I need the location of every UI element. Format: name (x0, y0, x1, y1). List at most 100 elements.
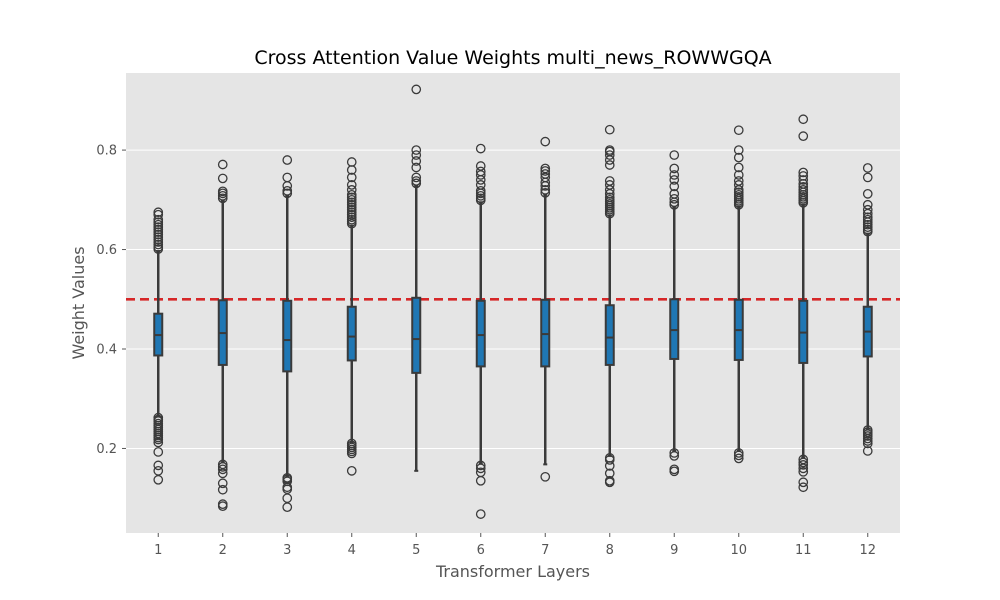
outlier-point (475, 143, 486, 154)
outlier-point (798, 477, 809, 488)
outlier-point (475, 193, 486, 204)
outlier-point (540, 136, 551, 147)
outlier-point (475, 186, 486, 196)
outlier-point (540, 187, 551, 198)
outlier-point (798, 482, 809, 493)
outlier-point (411, 162, 422, 173)
box-layer-5 (411, 84, 422, 472)
outlier-point (346, 212, 357, 223)
y-ticks: 0.2 0.4 0.6 0.8 (96, 144, 126, 457)
y-tick-label: 0.2 (96, 442, 117, 457)
outlier-point (798, 466, 809, 477)
outlier-point (669, 451, 680, 461)
outlier-point (217, 478, 228, 489)
outlier-point (862, 438, 873, 449)
outlier-point (411, 178, 422, 189)
box-layer-2 (217, 159, 228, 511)
boxes-layer (153, 84, 873, 519)
outlier-point (604, 461, 615, 471)
outlier-point (862, 188, 873, 199)
outlier-point (669, 199, 680, 210)
outlier-point (733, 189, 744, 200)
outlier-point (798, 167, 809, 178)
outlier-point (862, 433, 873, 444)
outlier-point (153, 207, 164, 218)
outlier-point (153, 227, 164, 237)
outlier-point (346, 465, 357, 476)
x-tick-label: 12 (859, 543, 876, 558)
outlier-point (282, 502, 293, 512)
box-layer-9 (669, 150, 680, 477)
outlier-point (153, 224, 164, 235)
outlier-point (540, 166, 551, 176)
outlier-point (669, 188, 680, 199)
box-layer-8 (604, 124, 615, 488)
outlier-point (346, 204, 357, 215)
outlier-point (669, 163, 680, 174)
gridlines (126, 149, 900, 449)
outlier-point (669, 448, 680, 458)
outlier-point (604, 124, 615, 135)
outlier-point (217, 173, 228, 184)
outlier-point (733, 125, 744, 136)
outlier-point (540, 471, 551, 482)
outlier-point (475, 509, 486, 519)
outlier-point (733, 448, 744, 458)
outlier-point (862, 163, 873, 173)
box-layer-10 (733, 125, 744, 464)
outlier-point (346, 202, 357, 213)
outlier-point (669, 466, 680, 477)
outlier-point (346, 189, 357, 200)
outlier-point (604, 192, 615, 203)
box (604, 304, 615, 366)
outlier-point (153, 232, 164, 242)
outlier-point (798, 114, 809, 125)
outlier-point (604, 194, 615, 205)
outlier-point (411, 176, 422, 186)
outlier-point (862, 219, 873, 230)
outlier-point (475, 190, 486, 201)
outlier-point (862, 199, 873, 210)
outlier-point (604, 150, 615, 160)
outlier-point (604, 145, 615, 155)
outlier-point (153, 214, 164, 225)
x-tick-label: 3 (283, 543, 291, 558)
outlier-point (153, 447, 164, 457)
outlier-point (798, 457, 809, 468)
outlier-point (669, 181, 680, 192)
x-tick-label: 4 (348, 543, 356, 558)
outlier-point (475, 180, 486, 190)
box-layer-1 (153, 207, 164, 485)
x-tick-label: 2 (219, 543, 227, 558)
outlier-point (669, 193, 680, 204)
x-axis-label: Transformer Layers (435, 562, 590, 581)
outlier-point (862, 212, 873, 223)
outlier-point (475, 475, 486, 486)
outlier-point (346, 214, 357, 225)
outlier-point (282, 186, 293, 196)
outlier-point (153, 217, 164, 228)
outlier-point (733, 152, 744, 163)
outlier-point (282, 172, 293, 183)
outlier-point (475, 166, 486, 177)
chart-title: Cross Attention Value Weights multi_news… (254, 47, 771, 69)
outlier-point (217, 462, 228, 472)
outlier-point (153, 437, 164, 448)
outlier-point (153, 434, 164, 445)
outlier-point (346, 209, 357, 220)
x-tick-label: 6 (477, 543, 485, 558)
outlier-point (733, 170, 744, 180)
outlier-point (153, 237, 164, 247)
outlier-point (217, 501, 228, 511)
outlier-point (798, 175, 809, 185)
outlier-point (862, 431, 873, 441)
outlier-point (346, 172, 357, 183)
outlier-point (798, 185, 809, 195)
outlier-point (733, 145, 744, 155)
x-tick-label: 9 (670, 543, 678, 558)
outlier-point (475, 161, 486, 171)
box-layer-6 (475, 143, 486, 519)
y-tick-label: 0.6 (96, 243, 117, 258)
outlier-point (862, 436, 873, 446)
